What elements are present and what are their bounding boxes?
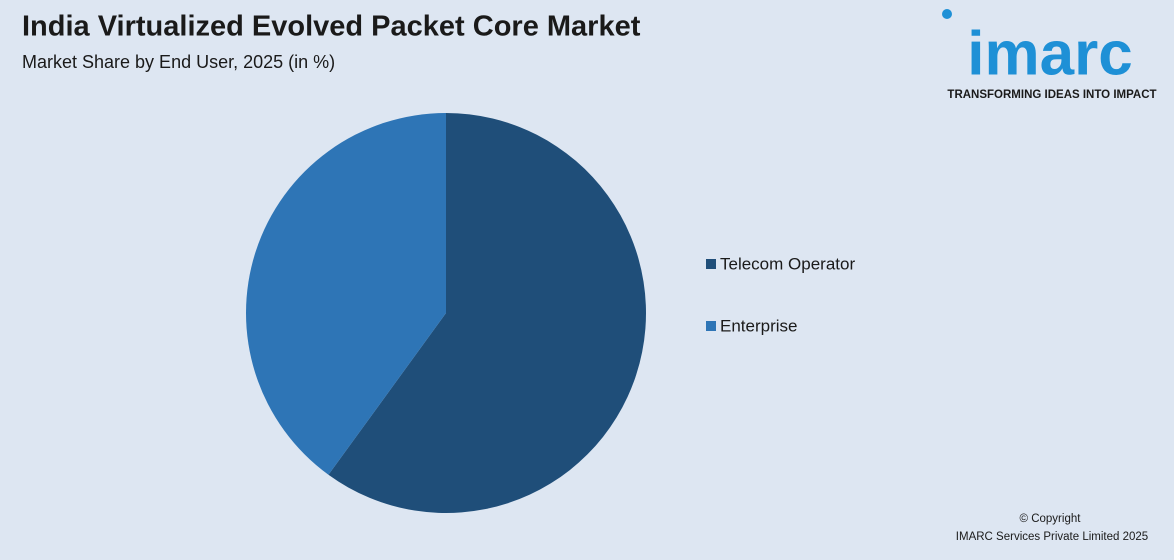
pie-slice (328, 113, 646, 513)
chart-subtitle: Market Share by End User, 2025 (in %) (22, 52, 335, 72)
legend-label: Telecom Operator (720, 254, 855, 273)
company: IMARC Services Private Limited 2025 (956, 531, 1148, 543)
copyright: © Copyright (1020, 513, 1082, 525)
legend-swatch (706, 259, 716, 269)
logo-name: imarc (967, 19, 1132, 88)
chart-title: India Virtualized Evolved Packet Core Ma… (22, 11, 641, 43)
logo-tagline: TRANSFORMING IDEAS INTO IMPACT (947, 89, 1156, 101)
logo-dot (942, 9, 952, 19)
legend-label: Enterprise (720, 316, 797, 335)
pie-slice (246, 113, 446, 475)
legend-swatch (706, 321, 716, 331)
